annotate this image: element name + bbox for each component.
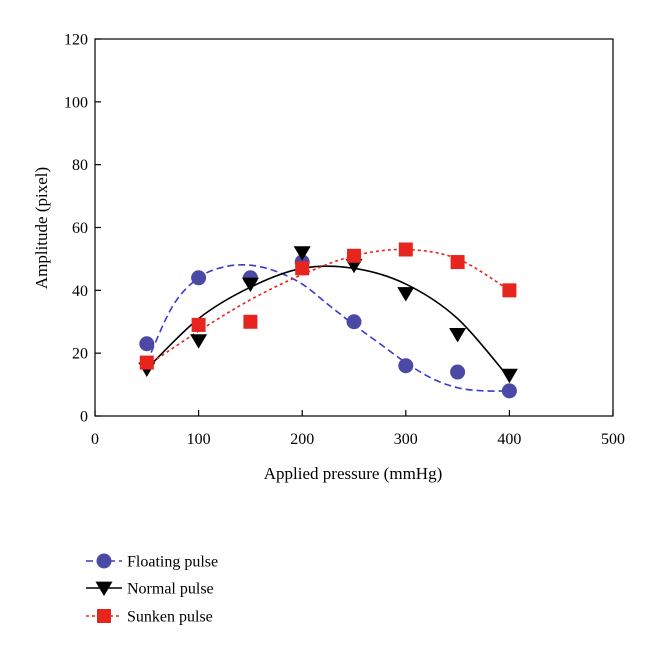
floating-pulse-point — [398, 358, 414, 374]
x-tick-label: 400 — [497, 431, 521, 448]
data-markers — [138, 242, 518, 399]
legend: Floating pulse Normal pulse Sunken pulse — [86, 553, 218, 626]
x-tick-label: 500 — [601, 431, 625, 448]
y-tick-label: 20 — [72, 346, 88, 363]
legend-label-sunken-pulse: Sunken pulse — [127, 609, 213, 626]
legend-label-normal-pulse: Normal pulse — [127, 581, 214, 598]
y-axis-title: Amplitude (pixel) — [32, 167, 51, 289]
x-axis-title: Applied pressure (mmHg) — [264, 464, 442, 483]
legend-marker-sunken-pulse — [97, 609, 111, 623]
sunken-pulse-point — [398, 242, 413, 257]
floating-pulse-point — [139, 336, 155, 352]
plot-frame — [94, 38, 614, 417]
x-tick-label: 0 — [91, 431, 99, 448]
x-tick-label: 100 — [187, 431, 211, 448]
sunken-pulse-point — [450, 255, 465, 270]
normal-pulse-point — [293, 246, 311, 261]
y-tick-label: 100 — [64, 94, 88, 111]
y-tick-label: 0 — [80, 409, 88, 426]
legend-marker-floating-pulse — [96, 553, 112, 569]
floating-pulse-point — [450, 364, 466, 380]
floating-pulse-point — [501, 383, 517, 399]
sunken-pulse-point — [191, 317, 206, 332]
floating-pulse-fit-line — [146, 263, 510, 392]
y-tick-label: 60 — [72, 220, 88, 237]
x-tick-label: 200 — [290, 431, 314, 448]
floating-pulse-point — [191, 270, 207, 286]
normal-pulse-point — [190, 334, 208, 349]
y-tick-label: 80 — [72, 157, 88, 174]
y-tick-label: 120 — [64, 32, 88, 49]
sunken-pulse-point — [139, 355, 154, 370]
normal-pulse-point — [241, 277, 259, 293]
axes: 0 100 200 300 400 500 0 20 40 60 80 100 120 — [64, 32, 625, 449]
normal-pulse-point — [500, 368, 518, 384]
floating-pulse-point — [346, 314, 362, 330]
sunken-pulse-point — [347, 248, 361, 263]
sunken-pulse-point — [502, 283, 517, 298]
legend-marker-normal-pulse — [95, 581, 113, 597]
normal-pulse-point — [397, 287, 415, 302]
legend-label-floating-pulse: Floating pulse — [127, 554, 218, 571]
sunken-pulse-point — [243, 314, 258, 329]
normal-pulse-point — [449, 327, 467, 343]
y-tick-label: 40 — [72, 283, 88, 300]
x-tick-label: 300 — [394, 431, 418, 448]
sunken-pulse-point — [295, 261, 310, 276]
